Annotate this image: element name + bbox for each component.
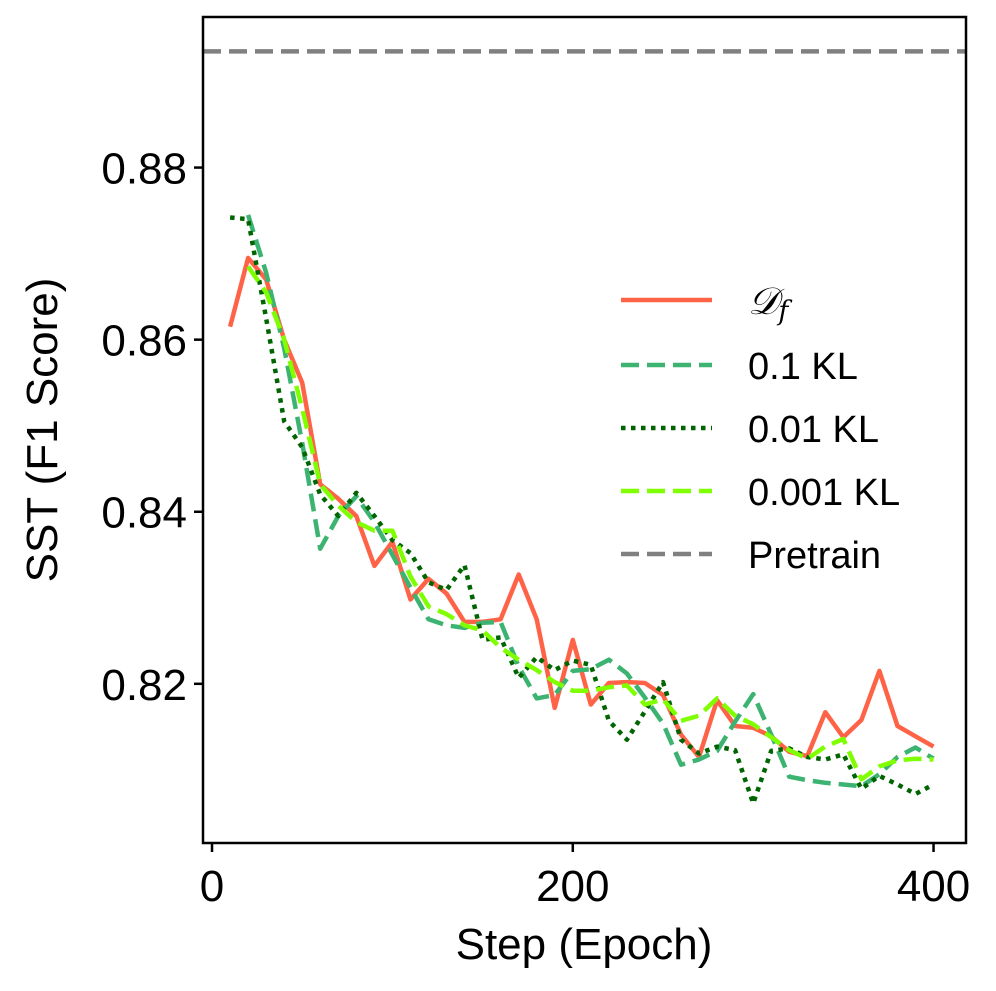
y-tick-label: 0.82 bbox=[101, 661, 187, 710]
y-tick-label: 0.88 bbox=[101, 145, 187, 194]
legend-label-0-001-kl: 0.001 KL bbox=[748, 472, 900, 514]
y-tick-label: 0.84 bbox=[101, 489, 187, 538]
legend-label-0-1-kl: 0.1 KL bbox=[748, 346, 858, 388]
legend-label-df: 𝒟f bbox=[748, 279, 792, 327]
series-line-0-01-kl bbox=[229, 215, 935, 806]
legend-label-df-subscript: f bbox=[776, 296, 792, 327]
plot-frame bbox=[201, 15, 968, 845]
x-axis: 0 200 400 bbox=[200, 843, 970, 911]
legend: 𝒟f 0.1 KL 0.01 KL 0.001 KL Pretrain bbox=[621, 279, 900, 577]
legend-label-pretrain: Pretrain bbox=[748, 535, 881, 577]
x-tick-label: 400 bbox=[897, 862, 970, 911]
x-tick-label: 0 bbox=[200, 862, 224, 911]
y-axis-label: SST (F1 Score) bbox=[18, 278, 67, 583]
y-axis: 0.82 0.84 0.86 0.88 bbox=[101, 145, 203, 710]
series-line-0-1-kl bbox=[245, 214, 935, 789]
y-tick-label: 0.86 bbox=[101, 317, 187, 366]
series-line-0-001-kl bbox=[246, 265, 934, 782]
x-axis-label: Step (Epoch) bbox=[456, 920, 713, 969]
x-tick-label: 200 bbox=[536, 862, 609, 911]
series-lines bbox=[227, 214, 935, 806]
legend-label-0-01-kl: 0.01 KL bbox=[748, 409, 879, 451]
